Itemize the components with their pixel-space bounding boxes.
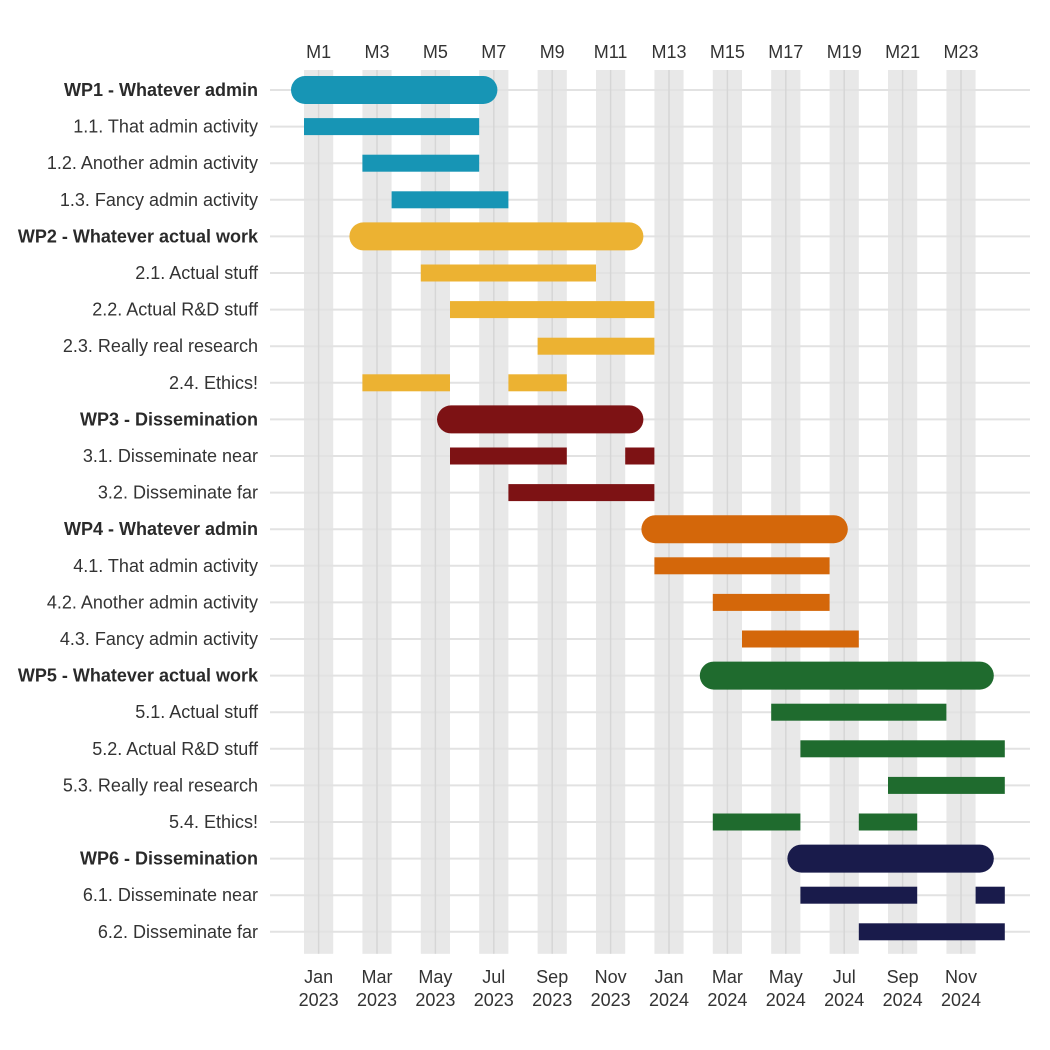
wp1-activity-2-label: 1.2. Another admin activity: [47, 153, 258, 173]
wp3-bar: [437, 405, 644, 434]
wp3-label: WP3 - Dissemination: [80, 409, 258, 429]
bottom-tick-year-label: 2024: [941, 990, 981, 1010]
top-tick-label: M13: [651, 42, 686, 62]
bottom-tick-month-label: Jan: [304, 967, 333, 987]
bottom-tick-year-label: 2024: [824, 990, 864, 1010]
bottom-tick-year-label: 2024: [707, 990, 747, 1010]
wp1-activity-1-bar-1: [304, 118, 480, 136]
bottom-tick-year-label: 2023: [474, 990, 514, 1010]
bottom-tick-month-label: Sep: [887, 967, 919, 987]
wp1-activity-3-bar-1: [391, 191, 509, 209]
wp5-activity-1-bar-1: [771, 703, 947, 721]
top-tick-label: M7: [481, 42, 506, 62]
wp4-activity-2-label: 4.2. Another admin activity: [47, 592, 258, 612]
top-tick-label: M9: [540, 42, 565, 62]
top-tick-label: M5: [423, 42, 448, 62]
wp1-bar: [291, 76, 498, 104]
bottom-tick-month-label: Mar: [362, 967, 393, 987]
wp5-activity-3-label: 5.3. Really real research: [63, 775, 258, 795]
wp4-activity-3-bar-1: [742, 630, 859, 648]
top-tick-label: M19: [827, 42, 862, 62]
bottom-tick-month-label: Sep: [536, 967, 568, 987]
bottom-tick-month-label: May: [418, 967, 452, 987]
bottom-tick-month-label: May: [769, 967, 803, 987]
wp2-activity-4-bar-1: [362, 374, 450, 392]
wp6-activity-1-bar-2: [975, 886, 1005, 904]
bottom-tick-year-label: 2023: [415, 990, 455, 1010]
wp2-activity-4-bar-2: [508, 374, 567, 392]
top-tick-label: M11: [594, 42, 628, 62]
wp2-activity-3-label: 2.3. Really real research: [63, 336, 258, 356]
bottom-tick-year-label: 2024: [766, 990, 806, 1010]
top-tick-label: M17: [768, 42, 803, 62]
wp1-activity-2-bar-1: [362, 154, 480, 172]
wp5-activity-4-label: 5.4. Ethics!: [169, 812, 258, 832]
top-tick-label: M23: [943, 42, 978, 62]
wp5-activity-1-label: 5.1. Actual stuff: [135, 702, 259, 722]
wp2-activity-3-bar-1: [537, 337, 655, 355]
wp2-activity-1-label: 2.1. Actual stuff: [135, 263, 259, 283]
bottom-tick-year-label: 2023: [299, 990, 339, 1010]
bottom-tick-month-label: Jul: [482, 967, 505, 987]
wp5-activity-3-bar-1: [888, 776, 1005, 794]
wp6-activity-2-label: 6.2. Disseminate far: [98, 922, 258, 942]
bottom-tick-month-label: Jan: [654, 967, 683, 987]
bottom-tick-year-label: 2023: [591, 990, 631, 1010]
bottom-tick-year-label: 2023: [532, 990, 572, 1010]
wp6-activity-1-bar-1: [800, 886, 918, 904]
wp4-label: WP4 - Whatever admin: [64, 519, 258, 539]
top-tick-label: M21: [885, 42, 920, 62]
wp5-bar: [699, 661, 994, 690]
wp2-label: WP2 - Whatever actual work: [18, 226, 259, 246]
top-tick-label: M3: [364, 42, 389, 62]
wp4-activity-1-label: 4.1. That admin activity: [73, 556, 258, 576]
wp6-label: WP6 - Dissemination: [80, 849, 258, 869]
wp4-activity-2-bar-1: [712, 593, 830, 611]
wp2-activity-4-label: 2.4. Ethics!: [169, 373, 258, 393]
axis-ticks: M1 M3 M5 M7 M9 M11 M13 M15 M17 M19 M21 M23 Jan 2023 Ma…: [299, 42, 981, 1010]
wp2-activity-1-bar-1: [420, 264, 596, 282]
gridlines: [270, 70, 1030, 954]
wp2-activity-2-bar-1: [450, 301, 655, 319]
wp2-bar: [349, 222, 644, 251]
wp6-bar: [787, 844, 994, 873]
wp4-activity-3-label: 4.3. Fancy admin activity: [60, 629, 258, 649]
wp1-label: WP1 - Whatever admin: [64, 80, 258, 100]
wp1-activity-1-label: 1.1. That admin activity: [73, 117, 258, 137]
wp3-activity-2-label: 3.2. Disseminate far: [98, 483, 258, 503]
wp5-activity-4-bar-1: [712, 813, 801, 831]
wp5-label: WP5 - Whatever actual work: [18, 666, 259, 686]
wp6-activity-1-label: 6.1. Disseminate near: [83, 885, 258, 905]
top-tick-label: M15: [710, 42, 745, 62]
wp5-activity-4-bar-2: [858, 813, 918, 831]
bottom-tick-month-label: Mar: [712, 967, 743, 987]
wp1-activity-3-label: 1.3. Fancy admin activity: [60, 190, 258, 210]
bottom-tick-month-label: Nov: [945, 967, 977, 987]
bars: [291, 76, 1005, 941]
wp3-activity-1-bar-1: [450, 447, 567, 465]
bottom-tick-month-label: Jul: [833, 967, 856, 987]
bottom-tick-year-label: 2024: [883, 990, 923, 1010]
wp4-activity-1-bar-1: [654, 557, 830, 575]
wp5-activity-2-label: 5.2. Actual R&D stuff: [92, 739, 259, 759]
bottom-tick-year-label: 2024: [649, 990, 689, 1010]
bottom-tick-month-label: Nov: [595, 967, 627, 987]
top-tick-label: M1: [306, 42, 331, 62]
wp3-activity-1-bar-2: [625, 447, 655, 465]
wp3-activity-2-bar-1: [508, 484, 655, 502]
wp6-activity-2-bar-1: [858, 923, 1005, 941]
wp3-activity-1-label: 3.1. Disseminate near: [83, 446, 258, 466]
wp4-bar: [641, 515, 848, 544]
row-labels: WP1 - Whatever admin 1.1. That admin acti…: [18, 80, 259, 942]
bottom-tick-year-label: 2023: [357, 990, 397, 1010]
wp5-activity-2-bar-1: [800, 740, 1005, 758]
wp2-activity-2-label: 2.2. Actual R&D stuff: [92, 300, 259, 320]
